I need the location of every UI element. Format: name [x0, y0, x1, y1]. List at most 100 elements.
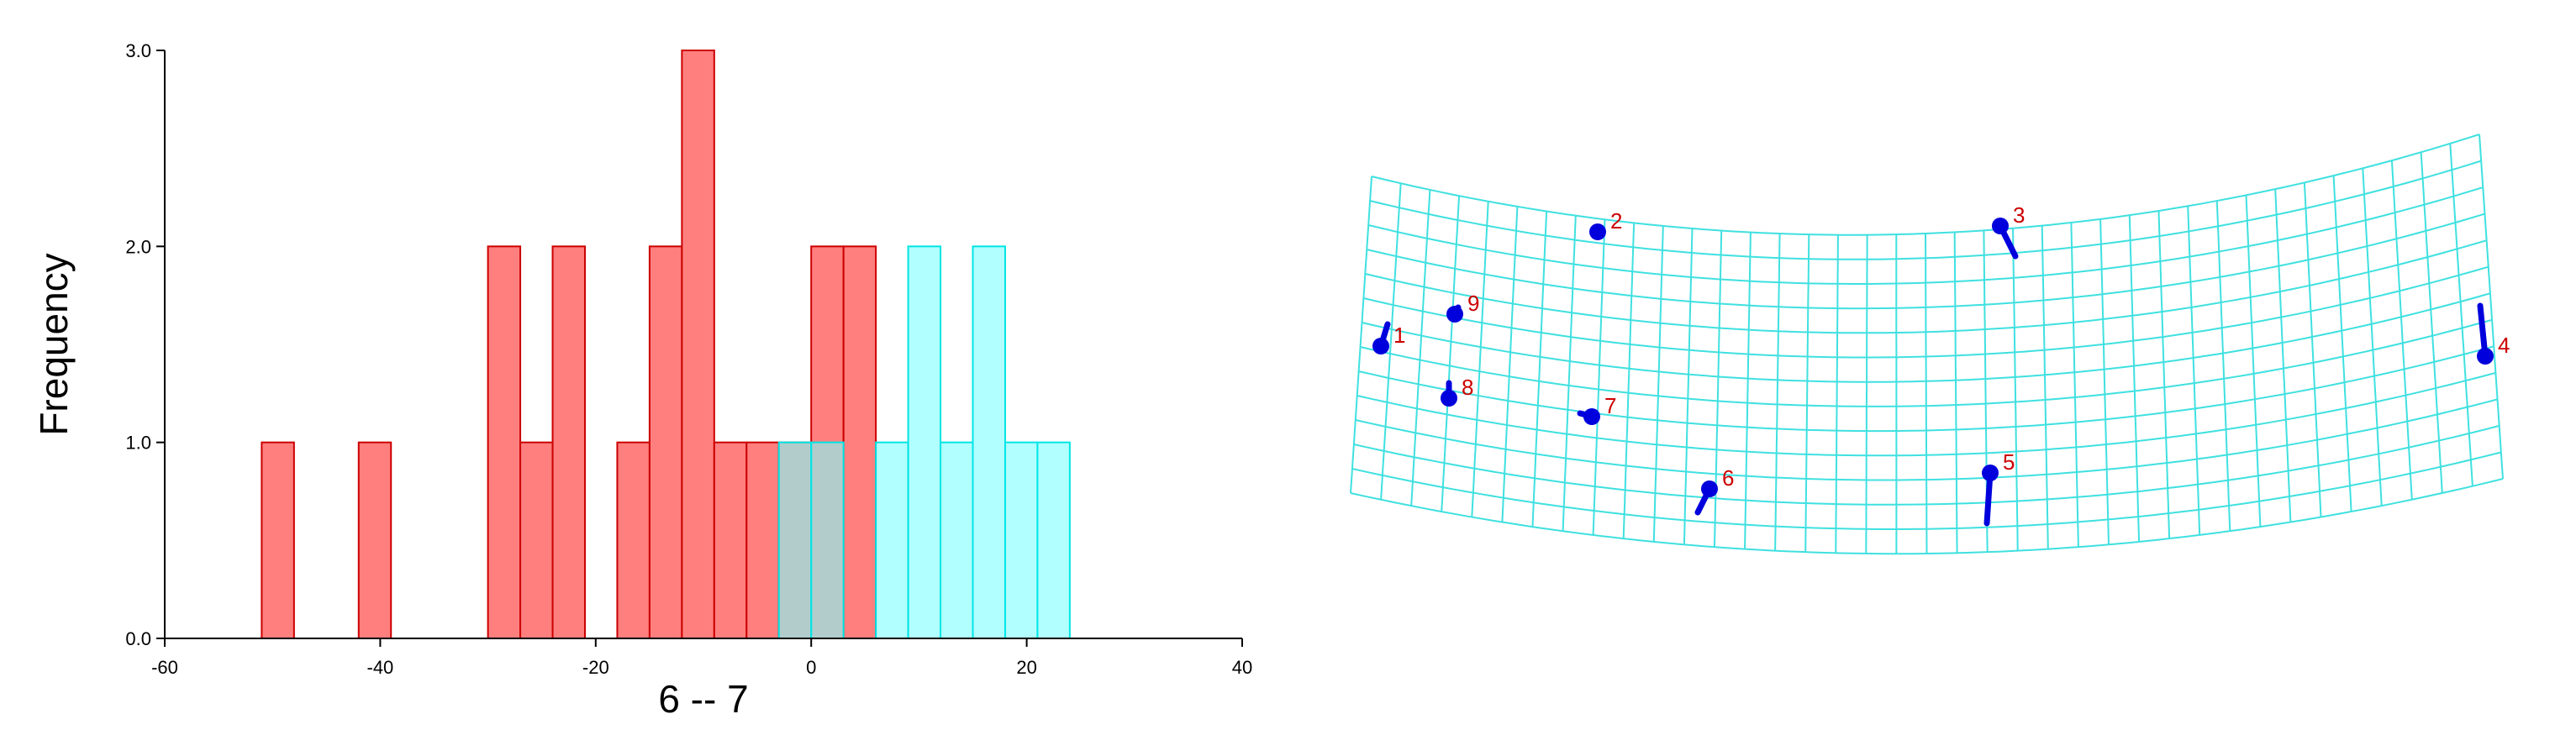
- y-axis-ticks: 0.0 1.0 2.0 3.0: [125, 40, 165, 649]
- histogram-bar-s1-6: [1004, 441, 1039, 640]
- x-tick-label: 40: [1232, 657, 1252, 678]
- landmark-point: [1372, 338, 1389, 354]
- histogram-bar-s1-1: [810, 441, 845, 640]
- grid-line-vertical: [1380, 183, 1402, 500]
- grid-line-vertical: [2070, 222, 2079, 548]
- histogram-bar-s0-0: [261, 441, 295, 640]
- histogram-bar-s1-0: [777, 441, 813, 640]
- landmark-label: 1: [1393, 323, 1405, 348]
- grid-line-horizontal: [1371, 134, 2480, 236]
- landmark-4: 4: [2477, 302, 2510, 365]
- y-tick-label: 3.0: [125, 40, 151, 61]
- grid-line-vertical: [1683, 228, 1694, 545]
- grid-line-vertical: [1804, 234, 1810, 553]
- y-tick-label: 0.0: [125, 628, 151, 649]
- landmark-label: 2: [1610, 208, 1622, 234]
- landmark-6: 6: [1694, 465, 1734, 516]
- grid-line-vertical: [2157, 210, 2171, 539]
- y-tick-label: 2.0: [125, 236, 151, 257]
- x-axis-label: 6 -- 7: [658, 677, 748, 721]
- landmark-vector: [1983, 470, 1994, 527]
- landmark-label: 4: [2498, 333, 2510, 358]
- histogram-chart: -60 -40 -20 0 20 40 0.0 1.0 2.0 3.0 6 -- 7 Frequ…: [32, 40, 1252, 721]
- grid-line-vertical: [2012, 228, 2019, 551]
- x-tick-label: -20: [582, 657, 609, 678]
- grid-line-vertical: [1350, 176, 1372, 494]
- grid-line-vertical: [2449, 143, 2473, 486]
- landmark-point: [2477, 348, 2494, 365]
- grid-line-vertical: [2245, 195, 2262, 528]
- grid-line-vertical: [1501, 206, 1519, 522]
- landmark-label: 5: [2003, 449, 2015, 475]
- grid-line-vertical: [2215, 201, 2231, 532]
- y-tick-label: 1.0: [125, 433, 151, 454]
- landmark-label: 7: [1604, 393, 1616, 418]
- grid-line-vertical: [2362, 168, 2383, 507]
- landmark-1: 1: [1372, 321, 1405, 354]
- histogram-bar-s0-9: [745, 441, 780, 640]
- grid-line-vertical: [2099, 218, 2110, 545]
- landmark-label: 3: [2013, 202, 2025, 228]
- grid-line-vertical: [1713, 230, 1723, 548]
- x-tick-label: -40: [367, 657, 394, 678]
- y-axis-label: Frequency: [32, 253, 76, 435]
- landmarks: 1 2 3 4 5 6 7 8 9: [1372, 202, 2510, 527]
- histogram-bar-s0-5: [616, 441, 651, 640]
- grid-line-vertical: [2390, 160, 2413, 500]
- histogram-bar-s0-3: [519, 441, 554, 640]
- histogram-bar-s0-8: [713, 441, 748, 640]
- grid-line-vertical: [2274, 189, 2292, 522]
- landmark-2: 2: [1589, 208, 1622, 240]
- landmark-point: [1982, 465, 1999, 481]
- landmark-label: 9: [1467, 291, 1479, 316]
- landmark-9: 9: [1446, 291, 1479, 323]
- grid-line-vertical: [2479, 134, 2504, 480]
- histogram-bar-s0-1: [357, 441, 392, 640]
- grid-line-vertical: [1774, 234, 1781, 551]
- landmark-5: 5: [1982, 449, 2015, 527]
- grid-line-vertical: [1865, 234, 1868, 554]
- histogram-bar-s0-6: [648, 245, 683, 639]
- grid-line-vertical: [1471, 201, 1489, 517]
- grid-line-vertical: [1925, 233, 1928, 554]
- landmark-8: 8: [1441, 375, 1473, 407]
- grid-line-vertical: [2303, 182, 2322, 517]
- x-tick-label: 0: [806, 657, 816, 678]
- x-axis-ticks: -60 -40 -20 0 20 40: [151, 638, 1252, 678]
- landmark-label: 8: [1462, 375, 1473, 400]
- grid-line-vertical: [1652, 225, 1664, 543]
- grid-line-vertical: [1592, 219, 1606, 535]
- landmark-point: [1441, 390, 1457, 407]
- histogram-bar-s1-2: [875, 441, 909, 640]
- x-tick-label: -60: [151, 657, 178, 678]
- landmark-point: [1701, 480, 1718, 497]
- histogram-bar-s1-3: [907, 245, 942, 639]
- histogram-bar-s0-12: [842, 245, 877, 639]
- histogram-bar-s1-7: [1036, 441, 1071, 640]
- landmark-label: 6: [1722, 465, 1734, 491]
- grid-line-vertical: [2420, 152, 2443, 494]
- grid-line-vertical: [2128, 215, 2141, 542]
- histogram-bar-s0-4: [551, 245, 586, 639]
- histogram-bar-s1-4: [940, 441, 974, 640]
- landmark-point: [1583, 408, 1600, 425]
- landmark-point: [1992, 218, 2009, 234]
- landmark-7: 7: [1577, 393, 1616, 425]
- grid-line-vertical: [1441, 196, 1461, 512]
- landmark-3: 3: [1992, 202, 2025, 260]
- deformation-grid-chart: 1 2 3 4 5 6 7 8 9: [1350, 134, 2510, 555]
- histogram-bar-s0-2: [487, 245, 522, 639]
- grid-line-vertical: [2187, 206, 2201, 535]
- landmark-point: [1446, 306, 1463, 323]
- landmark-vector: [2477, 302, 2489, 360]
- grid-line-vertical: [2332, 176, 2352, 512]
- grid-line-vertical: [1531, 211, 1548, 528]
- grid-line-vertical: [1562, 215, 1577, 532]
- grid-line-vertical: [1622, 223, 1636, 539]
- grid-line-vertical: [1744, 232, 1752, 549]
- histogram-bars: [261, 50, 1071, 640]
- grid-line-vertical: [1953, 232, 1958, 554]
- grid-line-vertical: [2041, 225, 2049, 549]
- histogram-bar-s0-7: [681, 50, 715, 639]
